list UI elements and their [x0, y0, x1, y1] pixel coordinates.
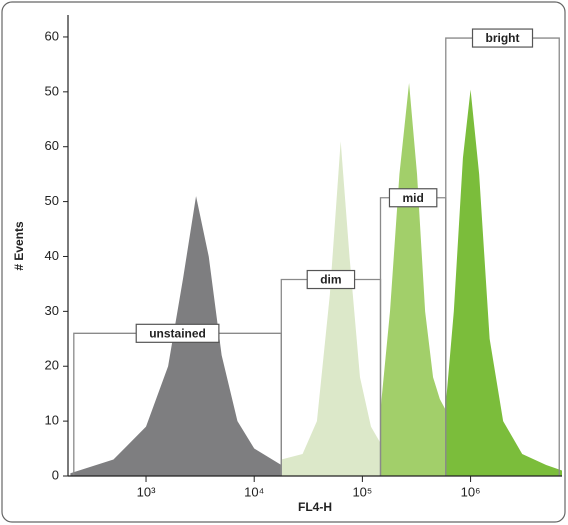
gate-label: bright	[486, 31, 520, 45]
gate-label-box	[135, 323, 220, 343]
gate-label: unstained	[149, 326, 206, 340]
y-axis-label: # Events	[12, 221, 26, 271]
gate-label-box	[306, 269, 356, 290]
y-tick-label: 50	[45, 83, 59, 98]
x-axis-label: FL4-H	[298, 500, 332, 514]
population-area	[445, 89, 562, 476]
x-tick-label: 10⁴	[244, 484, 264, 499]
y-tick-label: 40	[45, 248, 59, 263]
gate-label-box	[388, 188, 438, 208]
gate-label-box	[471, 28, 534, 48]
gate-label: dim	[320, 273, 341, 287]
population-area	[281, 141, 381, 476]
x-tick-label: 10³	[137, 484, 156, 499]
x-tick-label: 10⁶	[461, 484, 481, 499]
y-tick-label: 60	[45, 138, 59, 153]
y-tick-label: 50	[45, 193, 59, 208]
y-tick-label: 20	[45, 358, 59, 373]
gate-label: mid	[402, 191, 423, 205]
y-tick-label: 30	[45, 303, 59, 318]
y-tick-label: 60	[45, 28, 59, 43]
x-tick-label: 10⁵	[352, 484, 372, 499]
y-tick-label: 10	[45, 413, 59, 428]
population-area	[380, 83, 446, 477]
y-tick-label: 0	[52, 467, 59, 482]
